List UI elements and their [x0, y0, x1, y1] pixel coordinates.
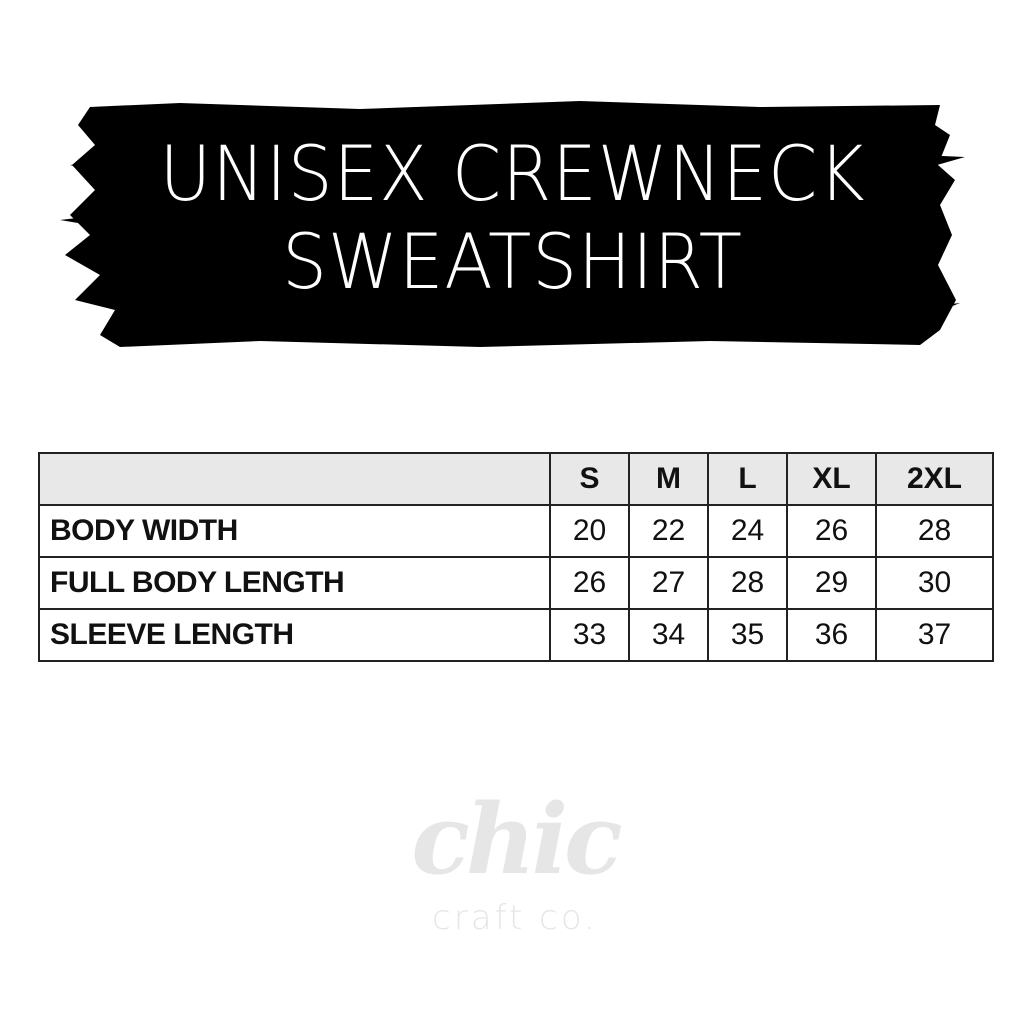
table-cell: 28: [875, 504, 994, 558]
table-cell: 27: [628, 556, 709, 610]
table-cell: 29: [786, 556, 877, 610]
table-cell: 35: [707, 608, 788, 662]
row-label: SLEEVE LENGTH: [38, 608, 551, 662]
logo-wordmark: chic: [411, 783, 622, 896]
logo-tagline: craft co.: [432, 898, 598, 938]
header-cell-2xl: 2XL: [875, 452, 994, 506]
size-chart-table: S M L XL 2XL BODY WIDTH 20 22 24 26 28 F…: [38, 452, 994, 662]
header-cell-xl: XL: [786, 452, 877, 506]
table-header-row: S M L XL 2XL: [38, 452, 994, 506]
table-cell: 34: [628, 608, 709, 662]
header-cell-l: L: [707, 452, 788, 506]
brush-stroke-shape: [60, 101, 965, 347]
row-label: BODY WIDTH: [38, 504, 551, 558]
table-cell: 20: [549, 504, 630, 558]
row-label: FULL BODY LENGTH: [38, 556, 551, 610]
table-cell: 24: [707, 504, 788, 558]
table-row: BODY WIDTH 20 22 24 26 28: [38, 504, 994, 558]
title-line-1: UNISEX CREWNECK: [159, 129, 866, 218]
table-cell: 37: [875, 608, 994, 662]
table-cell: 36: [786, 608, 877, 662]
table-cell: 30: [875, 556, 994, 610]
title-line-2: SWEATSHIRT: [282, 217, 743, 306]
table-cell: 26: [786, 504, 877, 558]
table-row: FULL BODY LENGTH 26 27 28 29 30: [38, 556, 994, 610]
header-cell-empty: [38, 452, 551, 506]
table-cell: 33: [549, 608, 630, 662]
brush-stroke-banner: [60, 95, 965, 355]
header-cell-s: S: [549, 452, 630, 506]
table-cell: 26: [549, 556, 630, 610]
brand-logo-watermark: chic craft co.: [380, 783, 650, 939]
table-cell: 22: [628, 504, 709, 558]
header-cell-m: M: [628, 452, 709, 506]
page-title: UNISEX CREWNECK SWEATSHIRT: [60, 130, 965, 306]
table-cell: 28: [707, 556, 788, 610]
table-row: SLEEVE LENGTH 33 34 35 36 37: [38, 608, 994, 662]
